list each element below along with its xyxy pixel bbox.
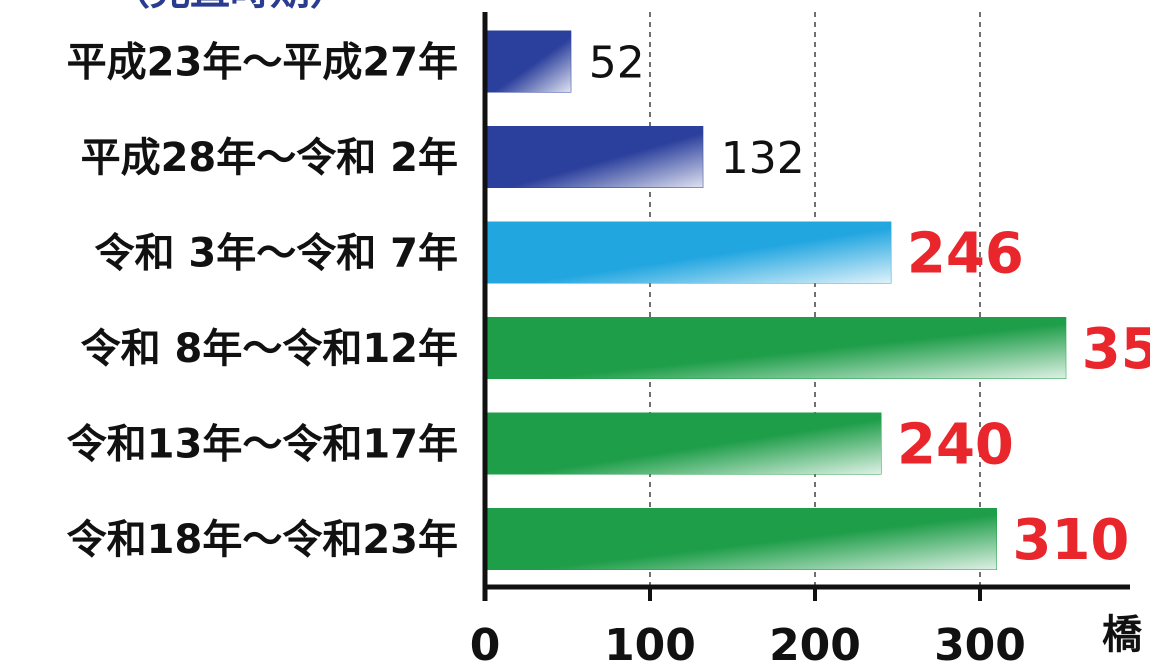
value-label: 132 — [721, 133, 805, 184]
bar-shine-0 — [485, 31, 571, 92]
value-label: 52 — [589, 38, 645, 89]
bar-shine-2 — [485, 222, 891, 283]
labels-layer: 平成23年～平成27年 52 平成28年～令和 2年 132 令和 3年～令和 7年 24… — [67, 38, 1150, 574]
category-label: 令和 8年～令和12年 — [81, 326, 458, 372]
category-label: 令和 3年～令和 7年 — [94, 231, 458, 277]
category-label: 平成28年～令和 2年 — [81, 135, 458, 181]
bars-layer — [484, 30, 1067, 570]
x-tick-label: 200 — [769, 620, 861, 663]
bar-shine-5 — [485, 508, 997, 570]
category-label: 平成23年～平成27年 — [67, 40, 458, 86]
axis-layer: 0 100 200 300 橋 — [470, 12, 1142, 663]
bar-shine-4 — [485, 413, 881, 474]
value-label: 310 — [1013, 508, 1130, 573]
x-axis-unit-label: 橋 — [1102, 612, 1142, 658]
category-label: 令和13年～令和17年 — [67, 422, 458, 468]
chart-title: （見直時期） — [110, 0, 350, 14]
x-tick-label: 0 — [470, 620, 501, 663]
x-tick-label: 100 — [604, 620, 696, 663]
title-layer: （見直時期） — [110, 0, 350, 14]
grid-layer — [649, 12, 981, 587]
x-tick-label: 300 — [934, 620, 1026, 663]
value-label: 35 — [1082, 317, 1150, 382]
value-label: 246 — [907, 222, 1024, 287]
bar-shine-3 — [485, 317, 1066, 379]
category-label: 令和18年～令和23年 — [67, 517, 458, 563]
value-label: 240 — [897, 413, 1014, 478]
bar-shine-1 — [485, 126, 703, 188]
